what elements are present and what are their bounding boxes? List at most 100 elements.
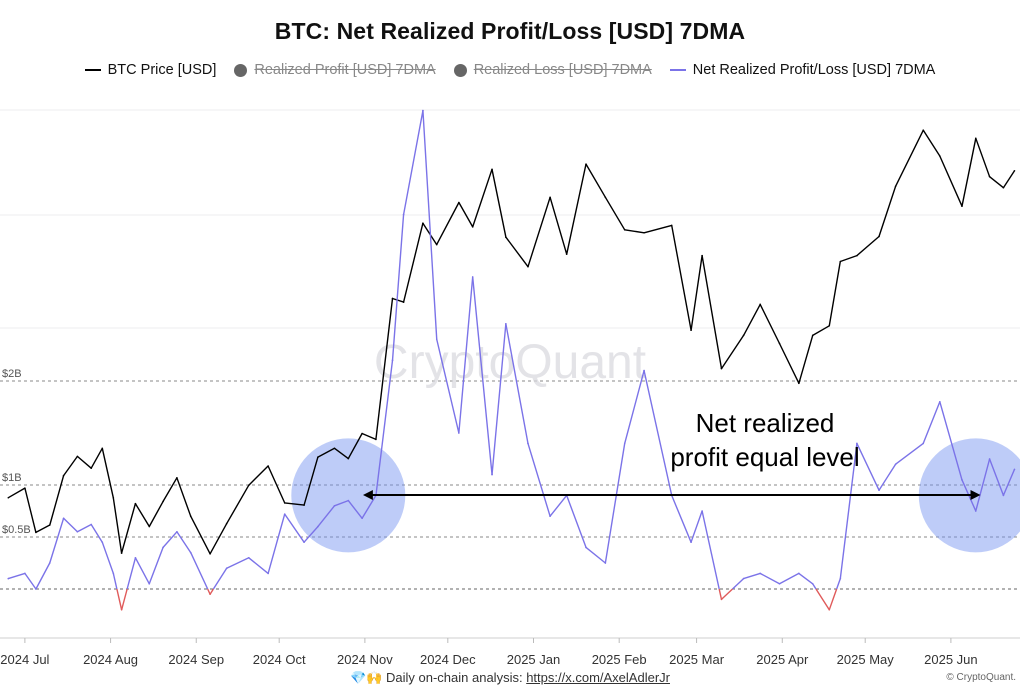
btc-price-point <box>894 185 897 188</box>
net-realized-segment <box>671 494 692 543</box>
btc-price-point <box>720 367 723 370</box>
net-realized-segment <box>35 562 51 590</box>
net-realized-point <box>303 541 305 543</box>
net-realized-segment <box>458 276 474 434</box>
y-tick-label: $0.5B <box>2 524 31 536</box>
btc-price-point <box>1013 169 1016 172</box>
btc-price-point <box>988 175 991 178</box>
net-realized-point <box>333 505 336 507</box>
x-tick-label: 2025 Jun <box>924 652 978 667</box>
net-realized-point <box>1013 468 1016 471</box>
net-realized-point <box>471 276 474 278</box>
net-realized-segment <box>162 531 178 549</box>
net-realized-point <box>1002 494 1005 497</box>
legend-item-net-realized[interactable]: Net Realized Profit/Loss [USD] 7DMA <box>669 62 936 78</box>
net-realized-segment <box>212 567 228 590</box>
net-realized-point <box>894 463 897 466</box>
btc-price-point <box>701 254 703 257</box>
net-realized-segment <box>894 442 924 465</box>
net-realized-point <box>422 109 424 112</box>
net-realized-segment <box>491 323 507 476</box>
net-realized-segment <box>1002 468 1016 497</box>
btc-price-point <box>402 301 405 303</box>
btc-price-point <box>35 531 37 534</box>
net-realized-point <box>811 583 814 585</box>
btc-price-point <box>391 297 394 300</box>
net-realized-segment <box>718 588 723 600</box>
legend-label: Realized Profit [USD] 7DMA <box>254 62 436 78</box>
btc-price-point <box>435 243 438 246</box>
net-realized-segment <box>90 523 103 543</box>
btc-price-point <box>505 236 507 238</box>
btc-price-point <box>209 553 211 555</box>
net-realized-segment <box>988 458 1005 497</box>
legend-item-realized-profit[interactable]: Realized Profit [USD] 7DMA <box>234 62 436 78</box>
net-realized-point <box>798 572 800 575</box>
net-realized-segment <box>207 588 211 595</box>
net-realized-segment <box>624 369 645 445</box>
net-realized-segment <box>284 513 305 543</box>
net-realized-segment <box>76 523 92 533</box>
net-realized-segment <box>391 213 405 361</box>
net-realized-segment <box>436 338 460 434</box>
net-realized-point <box>742 577 745 580</box>
btc-price-point <box>347 457 350 460</box>
net-realized-point <box>402 213 405 216</box>
btc-price-point <box>565 253 568 255</box>
net-realized-segment <box>190 552 209 590</box>
legend-label: Net Realized Profit/Loss [USD] 7DMA <box>692 62 936 78</box>
net-realized-point <box>48 562 51 564</box>
net-realized-segment <box>112 573 118 590</box>
net-realized-segment <box>643 369 673 497</box>
btc-price-point <box>317 456 319 458</box>
legend-label: BTC Price [USD] <box>107 62 217 78</box>
btc-price-point <box>76 455 79 458</box>
btc-price-point <box>247 484 250 486</box>
legend-item-btc-price[interactable]: BTC Price [USD] <box>84 62 217 78</box>
x-tick-label: 2024 Sep <box>168 652 224 667</box>
btc-price-point <box>422 222 424 224</box>
dot-swatch-icon <box>234 63 248 77</box>
btc-price-point <box>333 447 336 450</box>
annotation-text: Net realized <box>696 408 835 438</box>
footer-link[interactable]: https://x.com/AxelAdlerJr <box>526 670 670 685</box>
net-realized-point <box>549 515 551 517</box>
btc-price-point <box>828 324 831 327</box>
net-realized-segment <box>116 588 123 610</box>
net-realized-point <box>720 598 723 601</box>
annotation-text: profit equal level <box>670 442 859 472</box>
btc-price-point <box>225 522 228 525</box>
btc-price-point <box>549 196 551 199</box>
net-realized-point <box>7 577 10 580</box>
net-realized-point <box>112 572 115 575</box>
legend-item-realized-loss[interactable]: Realized Loss [USD] 7DMA <box>453 62 652 78</box>
net-realized-segment <box>585 546 607 564</box>
copyright: © CryptoQuant. <box>946 672 1016 683</box>
net-realized-point <box>961 479 963 481</box>
btc-price-point <box>101 447 104 450</box>
net-realized-point <box>35 588 37 590</box>
net-realized-point <box>209 593 211 595</box>
net-realized-point <box>267 572 269 575</box>
net-realized-point <box>604 562 607 564</box>
net-realized-point <box>505 323 507 325</box>
net-realized-segment <box>505 323 529 445</box>
net-realized-segment <box>101 541 115 575</box>
net-realized-point <box>62 517 65 520</box>
net-realized-point <box>828 609 831 611</box>
x-tick-label: 2024 Jul <box>0 652 49 667</box>
net-realized-point <box>856 442 858 445</box>
x-tick-label: 2025 Mar <box>669 652 725 667</box>
net-realized-segment <box>835 578 841 590</box>
btc-price-point <box>742 334 745 337</box>
net-realized-point <box>759 572 761 575</box>
btc-price-line <box>7 129 1016 555</box>
x-tick-label: 2025 Feb <box>592 652 647 667</box>
net-realized-point <box>839 577 842 580</box>
net-realized-segment <box>49 517 65 564</box>
net-realized-point <box>162 546 164 549</box>
net-realized-segment <box>126 557 137 590</box>
net-realized-segment <box>375 359 394 497</box>
net-realized-point <box>225 567 228 569</box>
